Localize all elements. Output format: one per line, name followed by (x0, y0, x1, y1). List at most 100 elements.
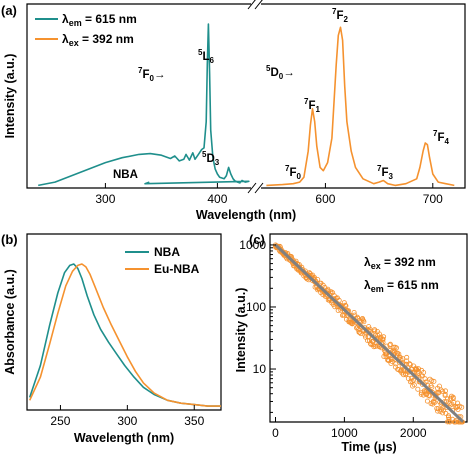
decay-point (423, 379, 429, 385)
decay-point (444, 396, 450, 402)
decay-point (361, 319, 367, 325)
annotation-5d3: 5D3 (202, 150, 220, 167)
panel-b-legend: NBA Eu-NBA (125, 245, 200, 276)
axis-break-mark (247, 182, 257, 194)
panel-a-x-axis-label: Wavelength (nm) (196, 208, 296, 222)
x-tick-label: 700 (423, 192, 443, 206)
series-line-emission (266, 26, 455, 187)
decay-point (342, 312, 348, 318)
decay-point (367, 326, 373, 332)
panel-c-legend: λex = 392 nm λem = 615 nm (364, 255, 439, 294)
decay-point (404, 358, 410, 364)
series-line-nba (28, 263, 221, 407)
annotation-nba: NBA (113, 169, 138, 181)
x-tick-label: 350 (184, 414, 204, 428)
panel-b-x-axis-label: Wavelength (nm) (74, 431, 174, 445)
panel-a-legend: λem = 615 nm λex = 392 nm (35, 12, 137, 48)
decay-point (376, 331, 382, 337)
panel-c: (c) 0 1000 2000 10 100 1000 Time (μs) Intensi… (234, 232, 468, 454)
legend-label-emission: λex = 392 nm (62, 32, 134, 48)
axis-break-gap-top (251, 0, 261, 9)
panel-a-frame (26, 3, 466, 189)
annotation-7f0-arrow: 7F0→ (138, 66, 165, 83)
decay-point (429, 378, 435, 384)
decay-point (442, 388, 448, 394)
decay-point (424, 392, 430, 398)
decay-point (396, 367, 402, 373)
panel-c-points (272, 242, 465, 425)
decay-point (445, 413, 451, 419)
panel-c-frame (269, 233, 468, 423)
y-tick-label: 1000 (239, 238, 266, 252)
decay-point (431, 378, 437, 384)
panel-b-frame (26, 233, 222, 411)
annotation-7f1: 7F1 (304, 97, 320, 114)
decay-point (415, 368, 421, 374)
decay-point (339, 312, 345, 318)
panel-a: (a) 300 400 600 700 Wavelength (nm) Intensi… (1, 0, 466, 222)
panel-b-label: (b) (1, 232, 18, 247)
decay-point (459, 404, 465, 410)
decay-point (430, 399, 436, 405)
decay-point (422, 376, 428, 382)
decay-point (342, 302, 348, 308)
y-tick-label: 100 (246, 300, 266, 314)
decay-point (424, 398, 430, 404)
decay-point (410, 377, 416, 383)
decay-point (432, 399, 438, 405)
legend-label-excitation: λem = 615 nm (62, 12, 137, 28)
decay-point (404, 354, 410, 360)
decay-point (419, 373, 425, 379)
x-tick-label: 250 (50, 414, 70, 428)
panel-c-legend-emission: λem = 615 nm (364, 278, 439, 294)
decay-point (315, 277, 321, 283)
decay-point (381, 334, 387, 340)
x-tick-label: 1000 (331, 426, 358, 440)
panel-b-x-ticks: 250 300 350 (50, 405, 205, 428)
decay-point (393, 345, 399, 351)
annotation-7f4: 7F4 (433, 129, 449, 146)
decay-point (446, 416, 452, 422)
decay-point (426, 393, 432, 399)
decay-point (448, 402, 454, 408)
decay-point (411, 382, 417, 388)
decay-point (438, 387, 444, 393)
legend-label-eu-nba: Eu-NBA (154, 262, 200, 276)
decay-point (387, 341, 393, 347)
series-line-excitation (38, 23, 250, 187)
decay-point (396, 351, 402, 357)
axis-break-mark (254, 182, 264, 194)
decay-fit-line (274, 243, 464, 423)
annotation-5l6: 5L6 (198, 48, 214, 65)
panel-a-label: (a) (1, 3, 17, 18)
panel-a-curves (38, 23, 455, 187)
decay-point (397, 354, 403, 360)
panel-b: (b) 250 300 350 Wavelength (nm) Absorbance… (1, 232, 222, 445)
panel-c-y-axis-label: Intensity (a.u.) (234, 288, 248, 373)
axis-break-mark (247, 0, 256, 10)
axis-break-gap-bottom (251, 182, 261, 194)
panel-a-y-axis-label: Intensity (a.u.) (3, 54, 17, 139)
annotation-7f0: 7F0 (285, 164, 301, 181)
decay-point (439, 388, 445, 394)
decay-point (442, 393, 448, 399)
decay-point (407, 361, 413, 367)
decay-point (409, 378, 415, 384)
series-line-eu-nba (28, 263, 221, 407)
panel-c-x-axis-label: Time (μs) (341, 440, 396, 454)
panel-b-y-axis-label: Absorbance (a.u.) (3, 269, 17, 375)
decay-point (407, 362, 413, 368)
panel-a-x-ticks: 300 400 600 700 (95, 183, 443, 206)
panel-b-curves (28, 263, 221, 407)
panel-c-legend-excitation: λex = 392 nm (364, 255, 436, 271)
x-tick-label: 600 (315, 192, 335, 206)
decay-point (426, 392, 432, 398)
decay-point (387, 342, 393, 348)
x-tick-label: 2000 (400, 426, 427, 440)
decay-point (383, 351, 389, 357)
x-tick-label: 300 (95, 192, 115, 206)
annotation-7f3: 7F3 (377, 164, 393, 181)
decay-point (392, 349, 398, 355)
decay-point (415, 386, 421, 392)
